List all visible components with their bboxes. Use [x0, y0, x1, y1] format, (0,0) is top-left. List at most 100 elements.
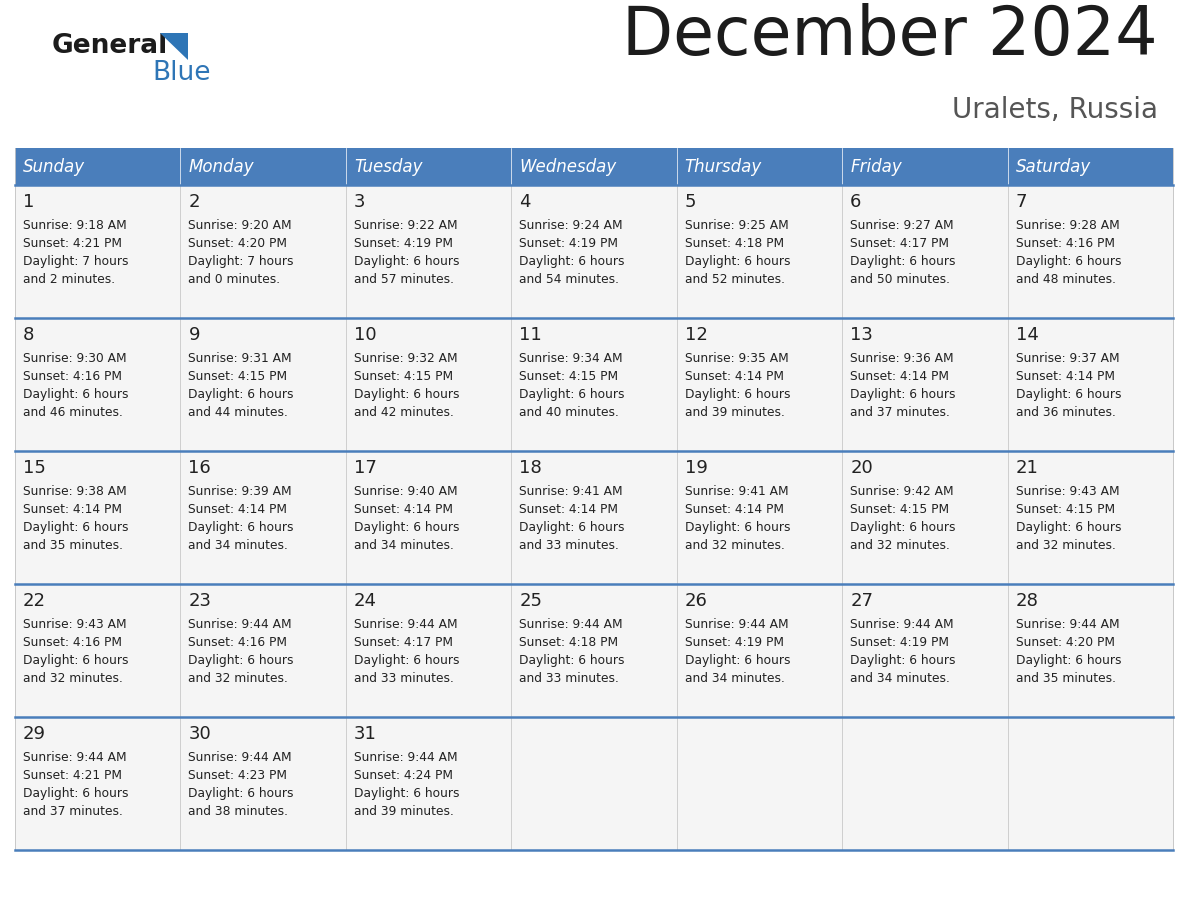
Text: 31: 31	[354, 725, 377, 743]
Text: Sunrise: 9:44 AM: Sunrise: 9:44 AM	[519, 618, 623, 631]
Text: 23: 23	[189, 592, 211, 610]
Text: and 37 minutes.: and 37 minutes.	[851, 406, 950, 419]
Text: 11: 11	[519, 326, 542, 344]
Text: and 34 minutes.: and 34 minutes.	[354, 539, 454, 552]
Text: Daylight: 6 hours: Daylight: 6 hours	[23, 388, 128, 401]
Text: and 38 minutes.: and 38 minutes.	[189, 805, 289, 818]
Text: Sunset: 4:14 PM: Sunset: 4:14 PM	[354, 503, 453, 516]
Text: Daylight: 6 hours: Daylight: 6 hours	[354, 787, 460, 800]
Text: Daylight: 6 hours: Daylight: 6 hours	[851, 388, 955, 401]
Text: 16: 16	[189, 459, 211, 477]
Text: 30: 30	[189, 725, 211, 743]
Bar	[15, 584, 1173, 717]
Text: Sunrise: 9:22 AM: Sunrise: 9:22 AM	[354, 219, 457, 232]
Text: and 34 minutes.: and 34 minutes.	[684, 672, 784, 685]
Text: Sunset: 4:19 PM: Sunset: 4:19 PM	[851, 636, 949, 649]
Text: 12: 12	[684, 326, 708, 344]
Text: Tuesday: Tuesday	[354, 159, 423, 176]
Text: Daylight: 7 hours: Daylight: 7 hours	[189, 255, 293, 268]
Text: and 44 minutes.: and 44 minutes.	[189, 406, 289, 419]
Text: Sunrise: 9:28 AM: Sunrise: 9:28 AM	[1016, 219, 1119, 232]
Text: Sunrise: 9:44 AM: Sunrise: 9:44 AM	[189, 751, 292, 764]
Text: Wednesday: Wednesday	[519, 159, 617, 176]
Text: Sunset: 4:15 PM: Sunset: 4:15 PM	[851, 503, 949, 516]
Text: Saturday: Saturday	[1016, 159, 1091, 176]
Text: Sunrise: 9:38 AM: Sunrise: 9:38 AM	[23, 485, 127, 498]
Text: 15: 15	[23, 459, 46, 477]
Text: 3: 3	[354, 193, 366, 211]
Text: December 2024: December 2024	[623, 3, 1158, 69]
Text: 17: 17	[354, 459, 377, 477]
Text: Sunrise: 9:25 AM: Sunrise: 9:25 AM	[684, 219, 789, 232]
Text: 13: 13	[851, 326, 873, 344]
Text: Sunrise: 9:24 AM: Sunrise: 9:24 AM	[519, 219, 623, 232]
Text: 24: 24	[354, 592, 377, 610]
Bar	[15, 451, 1173, 584]
Text: 10: 10	[354, 326, 377, 344]
Text: 27: 27	[851, 592, 873, 610]
Text: and 57 minutes.: and 57 minutes.	[354, 273, 454, 286]
Text: Sunrise: 9:27 AM: Sunrise: 9:27 AM	[851, 219, 954, 232]
Text: Sunrise: 9:30 AM: Sunrise: 9:30 AM	[23, 352, 127, 365]
Text: 22: 22	[23, 592, 46, 610]
Text: and 33 minutes.: and 33 minutes.	[519, 539, 619, 552]
Text: 25: 25	[519, 592, 542, 610]
Text: Sunset: 4:15 PM: Sunset: 4:15 PM	[354, 370, 453, 383]
Text: Sunrise: 9:36 AM: Sunrise: 9:36 AM	[851, 352, 954, 365]
Text: Sunrise: 9:37 AM: Sunrise: 9:37 AM	[1016, 352, 1119, 365]
Text: and 32 minutes.: and 32 minutes.	[684, 539, 784, 552]
Text: Daylight: 6 hours: Daylight: 6 hours	[1016, 521, 1121, 534]
Text: Daylight: 6 hours: Daylight: 6 hours	[519, 255, 625, 268]
Text: Daylight: 6 hours: Daylight: 6 hours	[519, 654, 625, 667]
Text: and 39 minutes.: and 39 minutes.	[684, 406, 784, 419]
Text: Sunrise: 9:44 AM: Sunrise: 9:44 AM	[354, 751, 457, 764]
Text: Sunset: 4:15 PM: Sunset: 4:15 PM	[519, 370, 619, 383]
Text: Sunrise: 9:35 AM: Sunrise: 9:35 AM	[684, 352, 789, 365]
Text: Daylight: 6 hours: Daylight: 6 hours	[519, 388, 625, 401]
Text: Sunrise: 9:43 AM: Sunrise: 9:43 AM	[1016, 485, 1119, 498]
Text: Sunrise: 9:32 AM: Sunrise: 9:32 AM	[354, 352, 457, 365]
Text: Daylight: 6 hours: Daylight: 6 hours	[189, 654, 293, 667]
Text: Daylight: 6 hours: Daylight: 6 hours	[354, 255, 460, 268]
Text: Daylight: 6 hours: Daylight: 6 hours	[684, 521, 790, 534]
Text: Sunset: 4:20 PM: Sunset: 4:20 PM	[189, 237, 287, 250]
Text: Sunrise: 9:31 AM: Sunrise: 9:31 AM	[189, 352, 292, 365]
Text: Sunset: 4:24 PM: Sunset: 4:24 PM	[354, 769, 453, 782]
Text: Sunset: 4:21 PM: Sunset: 4:21 PM	[23, 769, 122, 782]
Text: Sunset: 4:16 PM: Sunset: 4:16 PM	[189, 636, 287, 649]
Text: and 32 minutes.: and 32 minutes.	[23, 672, 122, 685]
Text: Daylight: 6 hours: Daylight: 6 hours	[851, 255, 955, 268]
Text: 19: 19	[684, 459, 708, 477]
Text: Sunset: 4:14 PM: Sunset: 4:14 PM	[851, 370, 949, 383]
Polygon shape	[160, 33, 188, 60]
Text: Friday: Friday	[851, 159, 902, 176]
Text: Sunrise: 9:43 AM: Sunrise: 9:43 AM	[23, 618, 127, 631]
Text: and 46 minutes.: and 46 minutes.	[23, 406, 122, 419]
Text: Daylight: 6 hours: Daylight: 6 hours	[1016, 388, 1121, 401]
Text: and 2 minutes.: and 2 minutes.	[23, 273, 115, 286]
Text: Sunset: 4:18 PM: Sunset: 4:18 PM	[519, 636, 619, 649]
Text: and 40 minutes.: and 40 minutes.	[519, 406, 619, 419]
Text: Thursday: Thursday	[684, 159, 762, 176]
Text: Uralets, Russia: Uralets, Russia	[952, 96, 1158, 124]
Text: Sunset: 4:14 PM: Sunset: 4:14 PM	[684, 370, 784, 383]
Text: Sunrise: 9:41 AM: Sunrise: 9:41 AM	[519, 485, 623, 498]
Text: Sunset: 4:14 PM: Sunset: 4:14 PM	[684, 503, 784, 516]
Bar	[15, 148, 1173, 185]
Text: Daylight: 6 hours: Daylight: 6 hours	[851, 521, 955, 534]
Text: and 50 minutes.: and 50 minutes.	[851, 273, 950, 286]
Text: Daylight: 6 hours: Daylight: 6 hours	[23, 787, 128, 800]
Text: Sunset: 4:16 PM: Sunset: 4:16 PM	[23, 370, 122, 383]
Text: Sunrise: 9:44 AM: Sunrise: 9:44 AM	[851, 618, 954, 631]
Text: Sunset: 4:16 PM: Sunset: 4:16 PM	[23, 636, 122, 649]
Text: and 39 minutes.: and 39 minutes.	[354, 805, 454, 818]
Text: Sunset: 4:15 PM: Sunset: 4:15 PM	[189, 370, 287, 383]
Text: 14: 14	[1016, 326, 1038, 344]
Text: and 35 minutes.: and 35 minutes.	[1016, 672, 1116, 685]
Text: 20: 20	[851, 459, 873, 477]
Text: and 42 minutes.: and 42 minutes.	[354, 406, 454, 419]
Text: Sunset: 4:15 PM: Sunset: 4:15 PM	[1016, 503, 1114, 516]
Text: Daylight: 6 hours: Daylight: 6 hours	[684, 388, 790, 401]
Text: Sunrise: 9:34 AM: Sunrise: 9:34 AM	[519, 352, 623, 365]
Text: 21: 21	[1016, 459, 1038, 477]
